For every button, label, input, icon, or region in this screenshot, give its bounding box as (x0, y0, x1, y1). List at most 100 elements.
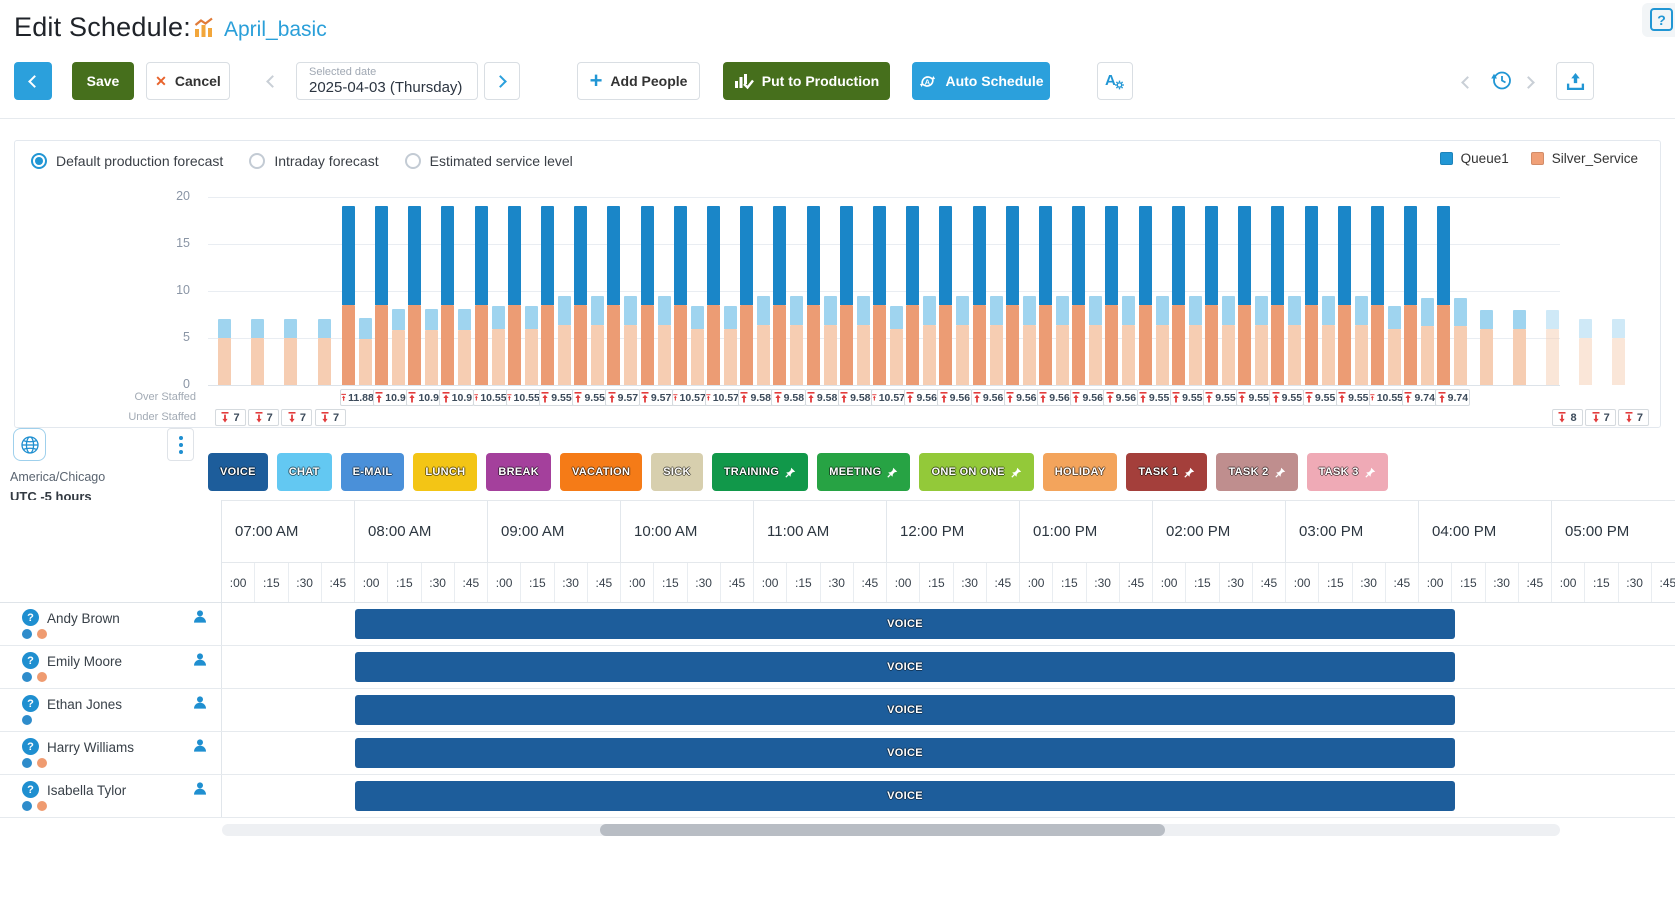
employee-row-0: ? Andy Brown VOICE (0, 603, 1675, 646)
activity-chip-sick[interactable]: SICK (651, 453, 703, 491)
add-people-label: Add People (610, 73, 688, 89)
person-icon[interactable] (193, 782, 207, 800)
more-options-button[interactable] (167, 428, 194, 461)
history-forward-button[interactable] (1522, 74, 1536, 92)
selected-date-field[interactable]: Selected date 2025-04-03 (Thursday) (296, 62, 478, 100)
history-back-button[interactable] (1460, 74, 1474, 92)
legend-label: Silver_Service (1551, 151, 1638, 166)
quarter-header: :15 (1452, 563, 1486, 602)
forecast-panel: Default production forecast Intraday fore… (14, 140, 1661, 428)
activity-chip-chat[interactable]: CHAT (276, 453, 332, 491)
legend-item-1[interactable]: Silver_Service (1530, 151, 1638, 166)
employee-name-cell[interactable]: ? Harry Williams (0, 732, 222, 774)
activity-chip-e-mail[interactable]: E-MAIL (340, 453, 405, 491)
hour-row: 07:00 AM 08:00 AM 09:00 AM 10:00 AM 11:00 AM… (222, 501, 1675, 563)
forecast-option-1[interactable]: Intraday forecast (249, 153, 379, 169)
quarter-header: :15 (1319, 563, 1353, 602)
activity-chip-break[interactable]: BREAK (486, 453, 551, 491)
forecast-option-0[interactable]: Default production forecast (31, 153, 223, 169)
activity-chip-task-1[interactable]: TASK 1 (1126, 453, 1208, 491)
employee-name: Harry Williams (47, 740, 134, 755)
timezone-globe-button[interactable] (13, 428, 46, 461)
shift-bar-voice[interactable]: VOICE (355, 652, 1455, 682)
export-button[interactable] (1556, 62, 1594, 100)
hour-header-6: 01:00 PM (1020, 501, 1153, 562)
cancel-button[interactable]: ✕ Cancel (146, 62, 230, 100)
person-icon[interactable] (193, 739, 207, 757)
activity-chip-holiday[interactable]: HOLIDAY (1042, 453, 1118, 491)
question-badge-icon[interactable]: ? (22, 781, 39, 798)
legend-item-0[interactable]: Queue1 (1439, 151, 1509, 166)
employee-name-cell[interactable]: ? Emily Moore (0, 646, 222, 688)
add-people-button[interactable]: + Add People (577, 62, 700, 100)
horizontal-scrollbar-thumb[interactable] (600, 824, 1165, 836)
activity-chip-voice[interactable]: VOICE (208, 453, 268, 491)
plus-icon: + (589, 68, 603, 93)
put-to-production-button[interactable]: Put to Production (723, 62, 890, 100)
activity-chip-training[interactable]: TRAINING (711, 453, 809, 491)
history-clock-icon[interactable] (1489, 68, 1514, 98)
quarter-header: :30 (422, 563, 455, 602)
activity-chip-task-3[interactable]: TASK 3 (1306, 453, 1388, 491)
quarter-header: :30 (821, 563, 854, 602)
quarter-header: :00 (754, 563, 788, 602)
put-to-production-label: Put to Production (761, 73, 880, 89)
queue-dot-orange (37, 758, 47, 768)
person-icon[interactable] (193, 653, 207, 671)
next-date-button[interactable] (484, 62, 520, 100)
agent-settings-button[interactable]: A (1097, 62, 1133, 100)
employee-name-cell[interactable]: ? Andy Brown (0, 603, 222, 645)
employee-name-cell[interactable]: ? Isabella Tylor (0, 775, 222, 817)
legend-swatch-icon (1439, 152, 1453, 165)
activity-chip-label: TRAINING (723, 466, 780, 478)
person-icon[interactable] (193, 696, 207, 714)
activity-chip-lunch[interactable]: LUNCH (413, 453, 478, 491)
activity-chip-task-2[interactable]: TASK 2 (1216, 453, 1298, 491)
question-badge-icon[interactable]: ? (22, 609, 39, 626)
quarter-header: :45 (1120, 563, 1153, 602)
activity-chip-row: VOICE CHAT E-MAIL LUNCH BREAK VACATION SICK TRA… (208, 453, 1388, 491)
person-icon[interactable] (193, 610, 207, 628)
activity-chip-label: E-MAIL (352, 466, 393, 478)
quarter-header: :30 (1220, 563, 1253, 602)
shift-bar-voice[interactable]: VOICE (355, 781, 1455, 811)
a-gear-icon: A (1103, 70, 1127, 92)
hour-header-9: 04:00 PM (1419, 501, 1552, 562)
question-badge-icon[interactable]: ? (22, 695, 39, 712)
radio-unselected-icon (249, 153, 266, 169)
forecast-option-label: Intraday forecast (274, 153, 379, 169)
activity-chip-one-on-one[interactable]: ONE ON ONE (919, 453, 1034, 491)
activity-chip-label: ONE ON ONE (931, 466, 1005, 478)
upload-icon (1566, 72, 1585, 91)
quarter-header: :15 (920, 563, 954, 602)
hour-header-2: 09:00 AM (488, 501, 621, 562)
selected-date-value: 2025-04-03 (Thursday) (309, 79, 463, 96)
quarter-header: :30 (688, 563, 721, 602)
previous-date-button[interactable] (252, 62, 290, 100)
activity-chip-vacation[interactable]: VACATION (559, 453, 643, 491)
shift-bar-voice[interactable]: VOICE (355, 738, 1455, 768)
auto-schedule-label: Auto Schedule (945, 73, 1044, 89)
auto-schedule-button[interactable]: A Auto Schedule (912, 62, 1050, 100)
employee-row-2: ? Ethan Jones VOICE (0, 689, 1675, 732)
chevron-right-icon (494, 74, 507, 88)
shift-bar-voice[interactable]: VOICE (355, 609, 1455, 639)
back-button[interactable] (14, 62, 52, 100)
shift-bar-voice[interactable]: VOICE (355, 695, 1455, 725)
quarter-header: :45 (987, 563, 1020, 602)
quarter-header: :15 (521, 563, 555, 602)
schedule-name-link[interactable]: April_basic (224, 18, 327, 41)
activity-chip-meeting[interactable]: MEETING (817, 453, 911, 491)
save-button[interactable]: Save (72, 62, 134, 100)
question-badge-icon[interactable]: ? (22, 738, 39, 755)
employee-name-cell[interactable]: ? Ethan Jones (0, 689, 222, 731)
queue-dot-blue (22, 758, 32, 768)
help-icon[interactable]: ? (1650, 8, 1673, 31)
forecast-option-2[interactable]: Estimated service level (404, 153, 573, 169)
legend-label: Queue1 (1460, 151, 1509, 166)
question-badge-icon[interactable]: ? (22, 652, 39, 669)
queue-dot-orange (37, 672, 47, 682)
quarter-header: :30 (555, 563, 588, 602)
employee-name: Isabella Tylor (47, 783, 127, 798)
queue-dot-blue (22, 801, 32, 811)
